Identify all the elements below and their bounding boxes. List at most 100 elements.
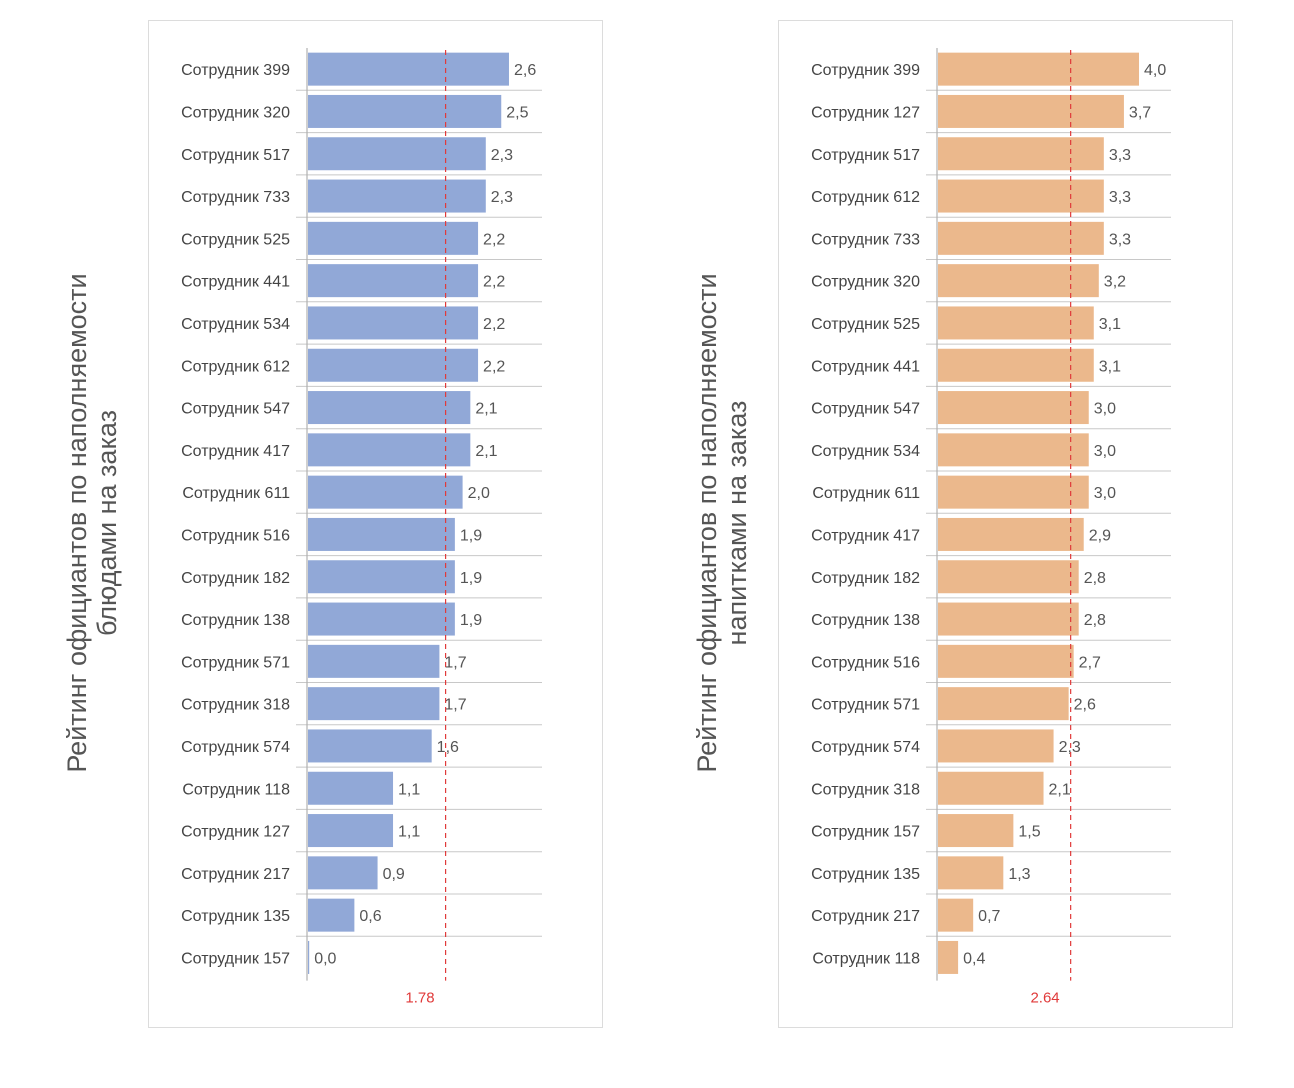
category-label: Сотрудник 611 [812,485,920,502]
category-label: Сотрудник 118 [812,950,920,967]
bar [308,856,378,890]
bar [938,560,1079,594]
value-label: 2,2 [483,274,505,291]
value-label: 2,2 [483,358,505,375]
bar [308,517,455,551]
value-label: 0,9 [383,866,405,883]
bar [938,814,1014,848]
bar [308,391,471,425]
category-label: Сотрудник 547 [811,401,920,418]
bar [308,602,455,636]
value-label: 2,2 [483,231,505,248]
value-label: 3,0 [1094,401,1116,418]
bar [308,52,509,86]
category-label: Сотрудник 135 [181,908,290,925]
value-label: 0,7 [978,908,1000,925]
category-label: Сотрудник 182 [811,570,920,587]
bar [938,644,1074,678]
category-label: Сотрудник 574 [181,739,290,756]
category-label: Сотрудник 517 [181,147,290,164]
bar [938,306,1094,340]
bar [308,475,463,509]
category-label: Сотрудник 417 [811,527,920,544]
value-label: 2,3 [491,189,513,206]
value-label: 2,9 [1089,527,1111,544]
value-label: 3,1 [1099,316,1121,333]
category-label: Сотрудник 318 [181,697,290,714]
bar [938,475,1089,509]
bar [938,433,1089,467]
bar [938,729,1054,763]
category-label: Сотрудник 417 [181,443,290,460]
category-label: Сотрудник 127 [811,104,920,121]
category-label: Сотрудник 525 [181,231,290,248]
mean-label: 1.78 [405,990,434,1007]
bar [938,771,1044,805]
value-label: 3,0 [1094,485,1116,502]
category-label: Сотрудник 517 [811,147,920,164]
bar [308,137,486,171]
value-label: 1,9 [460,612,482,629]
bar [938,221,1104,255]
bar [308,729,432,763]
bar [938,602,1079,636]
value-label: 1,1 [398,781,420,798]
category-label: Сотрудник 320 [181,104,290,121]
value-label: 2,6 [1074,697,1096,714]
bar [938,856,1004,890]
value-label: 1,9 [460,570,482,587]
category-label: Сотрудник 534 [181,316,290,333]
value-label: 1,7 [444,697,466,714]
value-label: 1,7 [444,654,466,671]
bar [938,898,974,932]
bar [308,264,479,298]
category-label: Сотрудник 733 [811,231,920,248]
value-label: 3,2 [1104,274,1126,291]
bar [938,179,1104,213]
value-label: 1,1 [398,824,420,841]
bar [308,814,394,848]
bar [308,771,394,805]
value-label: 1,9 [460,527,482,544]
value-label: 0,4 [963,950,985,967]
bar [308,306,479,340]
category-label: Сотрудник 574 [811,739,920,756]
category-label: Сотрудник 135 [811,866,920,883]
category-label: Сотрудник 516 [181,527,290,544]
value-label: 1,5 [1018,824,1040,841]
category-label: Сотрудник 157 [811,824,920,841]
category-label: Сотрудник 571 [181,654,290,671]
category-label: Сотрудник 157 [181,950,290,967]
category-label: Сотрудник 571 [811,697,920,714]
value-label: 2,6 [514,62,536,79]
bar [938,348,1094,382]
bar [938,264,1099,298]
category-label: Сотрудник 733 [181,189,290,206]
category-label: Сотрудник 399 [181,62,290,79]
category-label: Сотрудник 138 [811,612,920,629]
category-label: Сотрудник 399 [811,62,920,79]
category-label: Сотрудник 217 [811,908,920,925]
category-label: Сотрудник 612 [181,358,290,375]
category-label: Сотрудник 127 [181,824,290,841]
value-label: 3,3 [1109,189,1131,206]
value-label: 2,3 [1059,739,1081,756]
category-label: Сотрудник 516 [811,654,920,671]
category-label: Сотрудник 441 [811,358,920,375]
value-label: 4,0 [1144,62,1166,79]
value-label: 2,5 [506,104,528,121]
value-label: 3,3 [1109,231,1131,248]
bar [308,94,502,128]
value-label: 2,1 [1049,781,1071,798]
bar [308,560,455,594]
category-label: Сотрудник 320 [811,274,920,291]
value-label: 2,0 [468,485,490,502]
bar [938,687,1069,721]
value-label: 0,0 [314,950,336,967]
bar [938,391,1089,425]
value-label: 3,3 [1109,147,1131,164]
value-label: 0,6 [359,908,381,925]
bar [938,52,1139,86]
category-label: Сотрудник 611 [182,485,290,502]
bar [938,137,1104,171]
